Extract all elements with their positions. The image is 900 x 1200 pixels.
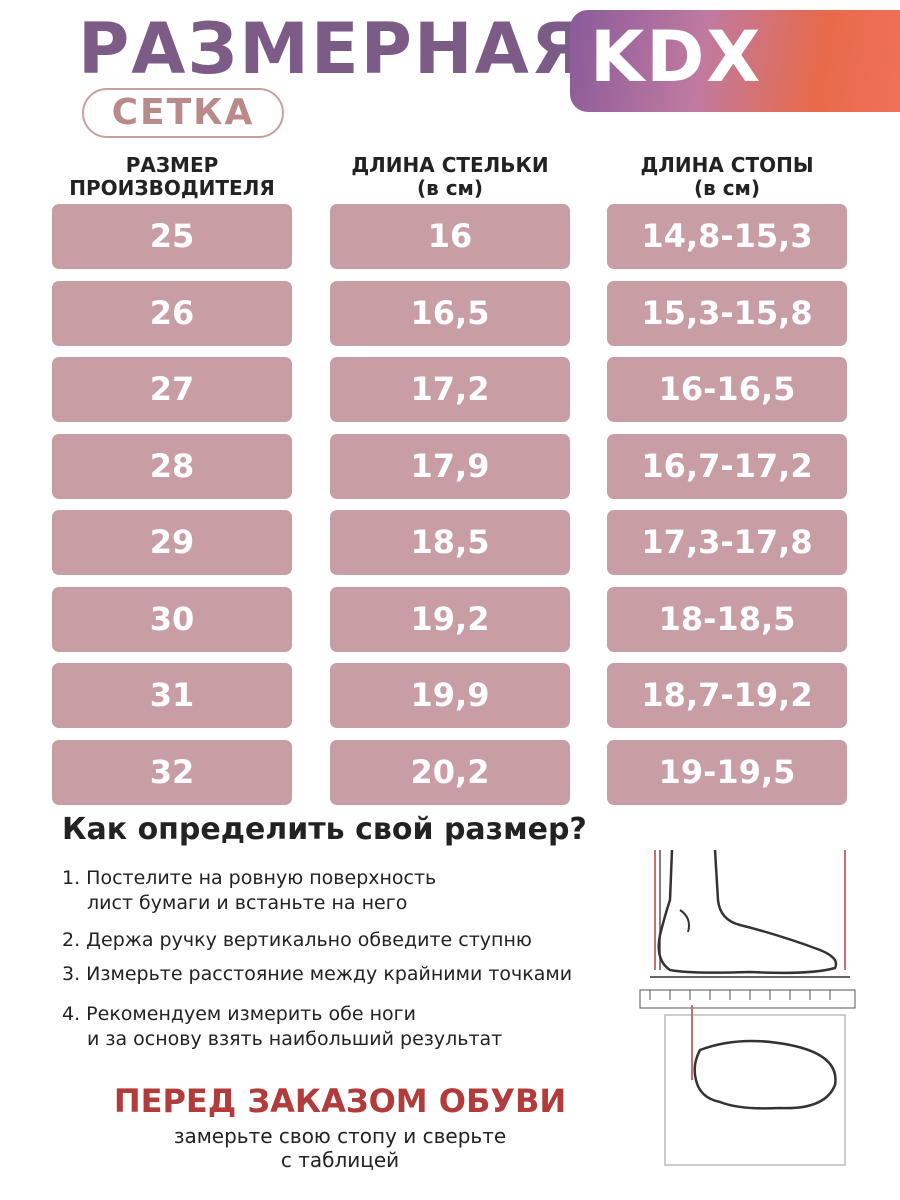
cell-bg bbox=[607, 433, 847, 499]
header-line: (в см) bbox=[416, 176, 484, 200]
cell-bg bbox=[52, 433, 292, 499]
cell: 19,2 bbox=[410, 599, 490, 638]
cell: 16,5 bbox=[410, 293, 490, 332]
cell-bg bbox=[52, 663, 292, 728]
cell-bg bbox=[607, 204, 847, 269]
cell: 26 bbox=[149, 293, 195, 332]
header-line: (в см) bbox=[693, 176, 761, 200]
step-line: лист бумаги и встаньте на него bbox=[87, 892, 408, 914]
cell-bg bbox=[330, 739, 570, 805]
cell: 19,9 bbox=[410, 676, 490, 714]
step: 3. Измерьте расстояние между крайними то… bbox=[62, 962, 572, 987]
column-header: ДЛИНА СТОПЫ (в см) bbox=[597, 154, 857, 200]
cell-bg bbox=[52, 204, 292, 269]
cell: 18,5 bbox=[410, 523, 490, 561]
cell-bg bbox=[52, 586, 292, 652]
column-header: РАЗМЕР ПРОИЗВОДИТЕЛЯ bbox=[42, 154, 302, 200]
cell: 30 bbox=[149, 599, 195, 638]
cell: 17,2 bbox=[410, 370, 490, 408]
subtitle: СЕТКА bbox=[111, 92, 255, 133]
column-header: ДЛИНА СТЕЛЬКИ (в см) bbox=[320, 154, 580, 200]
step: 4. Рекомендуем измерить обе ноги и за осн… bbox=[62, 1002, 502, 1052]
brand-banner bbox=[570, 10, 900, 112]
cell-bg bbox=[52, 510, 292, 575]
step-line: 2. Держа ручку вертикально обведите ступ… bbox=[62, 929, 532, 951]
cell: 16-16,5 bbox=[658, 370, 796, 408]
subtitle-pill bbox=[82, 88, 284, 138]
brand-logo: KDX bbox=[590, 16, 763, 98]
cell: 27 bbox=[149, 370, 195, 408]
cell-bg bbox=[330, 433, 570, 499]
cell: 18,7-19,2 bbox=[641, 676, 813, 714]
step: 2. Держа ручку вертикально обведите ступ… bbox=[62, 928, 532, 953]
cell: 16,7-17,2 bbox=[641, 446, 813, 485]
cell-bg bbox=[607, 357, 847, 422]
step-line: 4. Рекомендуем измерить обе ноги bbox=[62, 1003, 416, 1025]
cell: 31 bbox=[149, 676, 195, 714]
cell: 25 bbox=[149, 217, 195, 255]
warning: ПЕРЕД ЗАКАЗОМ ОБУВИ bbox=[113, 1082, 567, 1120]
step-line: 3. Измерьте расстояние между крайними то… bbox=[62, 963, 573, 985]
cell-bg bbox=[607, 510, 847, 575]
step: 1. Постелите на ровную поверхность лист б… bbox=[62, 866, 436, 916]
cell: 29 bbox=[149, 523, 195, 561]
cell: 20,2 bbox=[410, 752, 490, 791]
step-line: 1. Постелите на ровную поверхность bbox=[62, 867, 437, 889]
note-line: замерьте свою стопу и сверьте bbox=[173, 1124, 507, 1148]
cell: 16 bbox=[427, 217, 473, 255]
header-line: ДЛИНА СТЕЛЬКИ bbox=[351, 153, 549, 177]
cell: 15,3-15,8 bbox=[641, 293, 813, 332]
cell-bg bbox=[607, 739, 847, 805]
cell-bg bbox=[52, 357, 292, 422]
cell-bg bbox=[52, 739, 292, 805]
cell: 14,8-15,3 bbox=[641, 217, 813, 255]
step-line: и за основу взять наибольший результат bbox=[87, 1028, 503, 1050]
header-line: ПРОИЗВОДИТЕЛЯ bbox=[69, 176, 275, 200]
cell: 17,9 bbox=[410, 446, 490, 485]
cell: 32 bbox=[149, 752, 195, 791]
cell-bg bbox=[330, 663, 570, 728]
header-line: ДЛИНА СТОПЫ bbox=[640, 153, 814, 177]
cell-bg bbox=[330, 204, 570, 269]
cell-bg bbox=[607, 586, 847, 652]
foot-illustration bbox=[639, 849, 856, 1166]
cell-bg bbox=[330, 357, 570, 422]
cell: 28 bbox=[149, 446, 195, 485]
cell-bg bbox=[52, 280, 292, 346]
header-line: РАЗМЕР bbox=[125, 153, 219, 177]
cell: 18-18,5 bbox=[658, 599, 796, 638]
cell: 17,3-17,8 bbox=[641, 523, 813, 561]
title: РАЗМЕРНАЯ bbox=[78, 8, 587, 90]
note-line: с таблицей bbox=[280, 1148, 400, 1172]
note: замерьте свою стопу и сверьте с таблицей bbox=[60, 1124, 620, 1172]
cell-bg bbox=[330, 280, 570, 346]
cell-bg bbox=[330, 510, 570, 575]
cell: 19-19,5 bbox=[658, 752, 796, 791]
cell-bg bbox=[607, 280, 847, 346]
cell-bg bbox=[330, 586, 570, 652]
cell-bg bbox=[607, 663, 847, 728]
instructions-title: Как определить свой размер? bbox=[62, 812, 587, 847]
